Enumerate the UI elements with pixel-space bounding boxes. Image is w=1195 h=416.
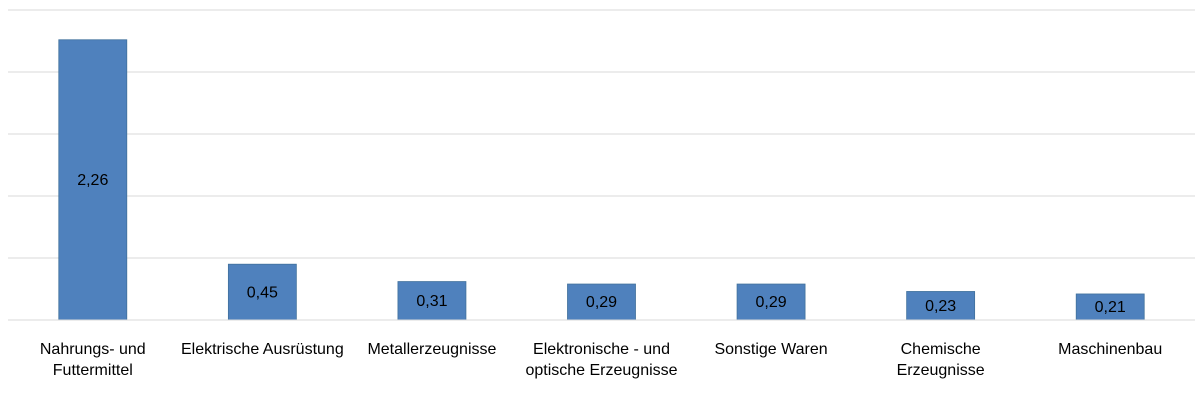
bar — [736, 283, 806, 321]
bar — [906, 291, 976, 321]
x-tick-label: Metallerzeugnisse — [367, 341, 497, 358]
bar — [227, 263, 297, 321]
bar — [397, 281, 467, 321]
data-label: 0,23 — [925, 298, 956, 315]
x-tick-label: Maschinenbau — [1058, 341, 1163, 358]
x-tick-label: Elektrische Ausrüstung — [180, 341, 344, 358]
x-tick-label: Chemische Erzeugnisse — [896, 341, 985, 379]
data-label: 0,29 — [756, 294, 787, 311]
x-tick-label: Elektronische - und optische Erzeugnisse — [525, 341, 678, 379]
data-label: 0,21 — [1095, 299, 1126, 316]
x-tick-label: Nahrungs- und Futtermittel — [39, 341, 146, 379]
data-label: 2,26 — [77, 172, 108, 189]
data-label: 0,45 — [247, 284, 278, 301]
x-tick-label: Sonstige Waren — [714, 341, 828, 358]
data-label: 0,31 — [416, 293, 447, 310]
data-label: 0,29 — [586, 294, 617, 311]
bar — [567, 283, 636, 321]
bar — [1075, 293, 1145, 321]
